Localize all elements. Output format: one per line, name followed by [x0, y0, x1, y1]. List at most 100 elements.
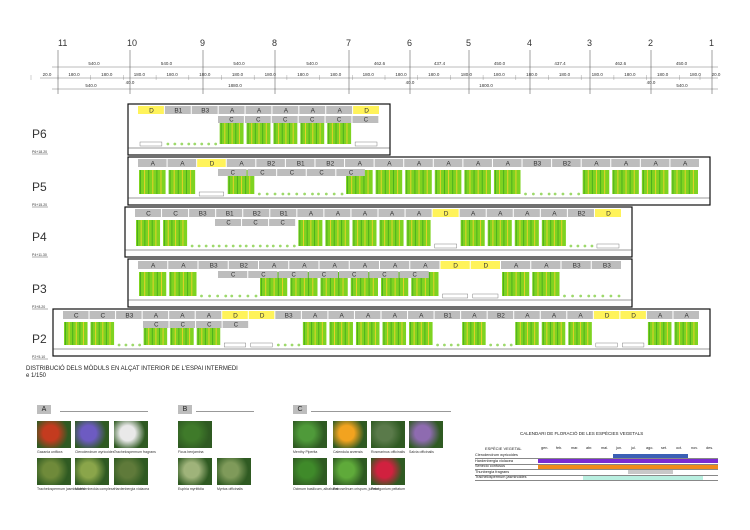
module-letter: B1	[226, 211, 234, 218]
planter-stripe	[386, 272, 388, 296]
shrub-dot	[180, 142, 184, 146]
planter-stripe	[418, 220, 420, 246]
shrub-dot	[117, 343, 121, 347]
planter-stripe	[274, 117, 276, 144]
planter-stripe	[507, 220, 509, 246]
planter-stripe	[317, 220, 319, 246]
sub-module-cell	[399, 271, 429, 278]
planter-stripe	[371, 322, 373, 345]
floor-label: P3	[32, 282, 47, 296]
module-letter: A	[180, 313, 185, 320]
dim-value-row3: 1800.0	[479, 83, 493, 88]
planter-stripe	[171, 322, 173, 345]
planter-stripe	[401, 322, 403, 345]
planter-stripe	[425, 220, 427, 246]
planter-stripe	[376, 170, 378, 194]
module-cell	[581, 159, 611, 167]
planter-stripe	[507, 272, 509, 296]
planter-stripe	[398, 220, 400, 246]
shrub-dot	[590, 244, 594, 248]
planter-stripe	[339, 117, 341, 144]
shrub-dot	[593, 294, 597, 298]
sub-module-letter: C	[261, 273, 266, 279]
caption-scale: e 1/150	[26, 373, 47, 379]
planter-stripe	[503, 170, 505, 194]
calendar-month: nov.	[691, 446, 698, 450]
module-cell	[243, 209, 270, 217]
dim-value-row2: 180.0	[624, 72, 636, 77]
plant-name: Calendula arvensis	[333, 450, 363, 454]
module-letter: A	[514, 263, 519, 270]
module-cell	[552, 159, 581, 167]
module-cell	[487, 311, 514, 319]
module-letter: D	[605, 313, 610, 320]
axis-label: 5	[466, 38, 471, 48]
planter-stripe	[511, 170, 513, 194]
planter-stripe	[273, 272, 275, 296]
planter-stripe	[158, 322, 160, 345]
shrub-dot	[292, 244, 296, 248]
module-letter: A	[180, 161, 185, 168]
sub-module-letter: C	[349, 171, 354, 177]
calendar-month: mar.	[571, 446, 579, 450]
module-letter: B2	[253, 211, 261, 218]
planter-stripe	[422, 170, 424, 194]
plant-name: Muehlenbeckia complexa	[75, 487, 115, 491]
planter-stripe	[187, 272, 189, 296]
module-cell	[486, 209, 513, 217]
shrub-dot	[257, 192, 261, 196]
planter-stripe	[684, 170, 686, 194]
module-cell	[319, 261, 349, 269]
shrub-dot	[489, 343, 493, 347]
dim-value-row2: 180.0	[559, 72, 571, 77]
planter-stripe	[676, 170, 678, 194]
planter-stripe	[648, 322, 650, 345]
module-letter: A	[498, 211, 503, 218]
planter-stripe	[355, 272, 357, 296]
plant-name: Clerodendrum wyricoides	[75, 450, 115, 454]
plant-photo	[178, 458, 212, 485]
planter-stripe	[629, 170, 631, 194]
planter-stripe	[576, 322, 578, 345]
planter-stripe	[311, 322, 313, 345]
planter-stripe	[215, 322, 217, 345]
module-letter: B3	[603, 263, 611, 270]
plant-name: Salvia officinalis	[409, 450, 434, 454]
module-cell	[272, 106, 299, 114]
module-cell	[299, 106, 326, 114]
planter-stripe	[542, 322, 544, 345]
planter-stripe	[461, 220, 463, 246]
module-cell	[162, 209, 189, 217]
shrub-dot	[553, 192, 557, 196]
planter-stripe	[281, 117, 283, 144]
planter-stripe	[238, 117, 240, 144]
shrub-dot	[214, 142, 218, 146]
planter-stripe	[170, 272, 172, 296]
module-letter: A	[423, 263, 428, 270]
planter-stripe	[174, 322, 176, 345]
planter-stripe	[600, 170, 602, 194]
planter-stripe	[364, 220, 366, 246]
planter-stripe	[261, 272, 262, 296]
shrub-dot	[587, 294, 591, 298]
calendar-month: feb.	[556, 446, 563, 450]
plant-name: Trachelospermum jasminoides	[37, 487, 85, 491]
module-cell	[561, 261, 591, 269]
module-letter: A	[151, 263, 156, 270]
module-letter: B3	[201, 108, 209, 115]
module-cell	[138, 261, 168, 269]
module-letter: A	[417, 161, 422, 168]
planter-stripe	[338, 272, 340, 296]
planter-stripe	[374, 322, 376, 345]
dim-value-row3: 40.0	[406, 80, 415, 85]
module-cell	[248, 311, 275, 319]
planter-stripe	[182, 220, 184, 246]
shrub-dot	[265, 192, 269, 196]
planter-stripe	[477, 322, 479, 345]
module-letter: B2	[563, 161, 571, 168]
planter-stripe	[151, 220, 153, 246]
planter-stripe	[530, 322, 532, 345]
module-cell	[289, 261, 319, 269]
shrub-dot	[436, 343, 439, 347]
module-letter: A	[207, 313, 212, 320]
